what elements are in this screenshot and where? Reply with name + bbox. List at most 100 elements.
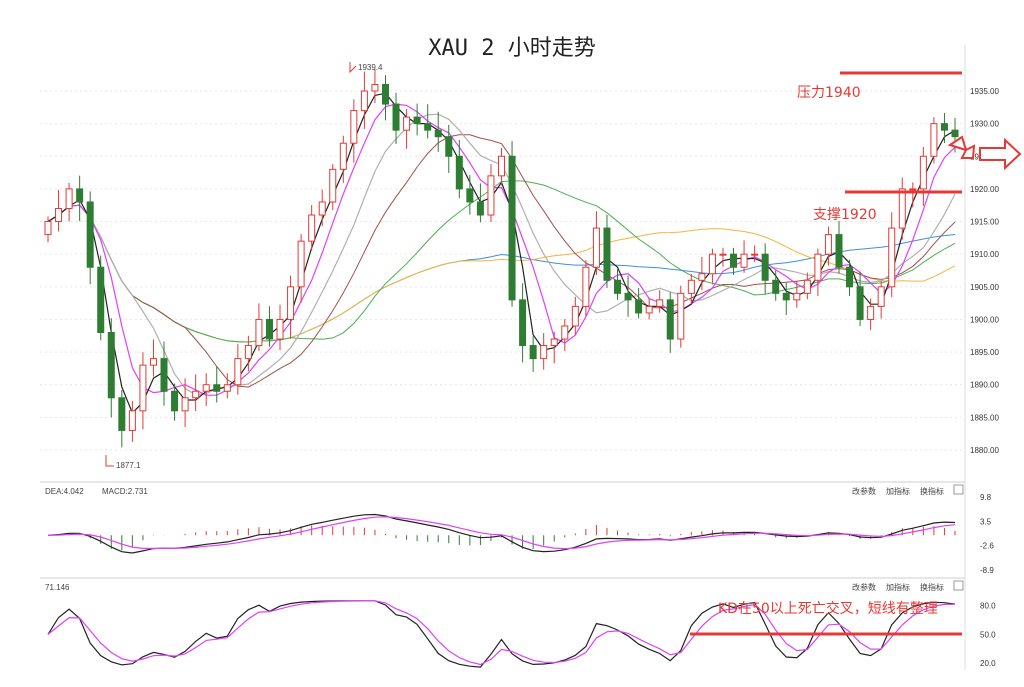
price-y-axis: 1935.001930.001925.001920.001915.001910.… [970,87,999,455]
resistance-label: 压力1940 [797,85,861,101]
high-marker: 1939.4 [358,63,383,72]
candle-body [919,155,927,190]
candle-body [909,188,917,191]
macd-tick-label: -2.6 [980,541,994,550]
candle-body [519,299,527,347]
macd-line [47,516,956,550]
candle-body [582,266,590,307]
candle-body [255,318,263,347]
macd-button-add[interactable]: 加指标 [886,486,910,496]
candle-body [44,221,52,236]
candle-body [139,364,147,412]
candle-body [76,188,84,203]
macd-button-params[interactable]: 改参数 [852,486,876,496]
candle-body [392,103,400,131]
price-tick-label: 1920.00 [970,185,999,194]
candle-body [149,358,157,366]
candle-body [751,253,759,256]
candle-body [677,292,685,340]
price-tick-label: 1885.00 [970,413,999,422]
candle-body [951,129,959,138]
kd-button-add[interactable]: 加指标 [886,582,910,592]
macd-legend-dea: DEA:4.042 [45,487,84,496]
candle-body [540,345,548,360]
candle-body [687,279,695,294]
chart-title: XAU 2 小时走势 [428,36,596,61]
candle-body [202,384,210,392]
macd-line [47,513,956,554]
candle-body [308,214,316,242]
macd-legend-macd: MACD:2.731 [102,487,148,496]
candle-body [107,332,115,399]
candle-body [65,188,73,209]
candle-body [603,227,611,281]
candle-body [455,155,463,190]
candle-body [761,253,769,281]
candle-body [730,253,738,268]
candle-body [498,155,505,177]
price-tick-label: 1890.00 [970,381,999,390]
candle-body [466,188,474,203]
arrow-icon [947,135,1022,171]
kd-annotation: KD在50以上死亡交叉，短线有整理 [718,600,938,617]
candle-body [824,234,832,255]
candle-body [234,358,242,386]
macd-tick-label: 3.5 [980,518,992,527]
candle-body [708,253,716,275]
candle-body [213,384,221,392]
candle-body [835,234,843,268]
kd-line [47,600,956,666]
candle-body [898,188,906,229]
candle-body [656,299,664,307]
candle-body [561,325,569,340]
candle-body [508,155,516,301]
candle-body [371,83,379,92]
candle-body [265,318,273,340]
candle-body [476,201,484,216]
candle-body [719,253,727,256]
price-panel [44,68,959,448]
macd-tick-label: -8.9 [980,566,994,575]
candle-body [86,201,94,268]
candle-body [318,201,326,216]
macd-close-icon[interactable] [953,484,964,495]
price-tick-label: 1915.00 [970,218,999,227]
candle-body [550,338,558,347]
kd-close-icon[interactable] [953,580,964,591]
candle-body [645,305,653,314]
candle-body [793,292,801,301]
candle-body [297,240,305,288]
candle-body [888,227,896,288]
price-tick-label: 1900.00 [970,315,999,324]
candle-body [782,292,790,301]
kd-button-params[interactable]: 改参数 [852,582,876,592]
macd-panel: 9.8 3.5 -2.6 -8.9 [47,493,994,575]
macd-button-switch[interactable]: 换指标 [920,486,944,496]
candle-body [529,345,537,360]
candle-body [445,136,453,157]
price-tick-label: 1895.00 [970,348,999,357]
kd-button-switch[interactable]: 换指标 [920,582,944,592]
candle-body [592,227,600,268]
candle-body [877,286,885,307]
moving-average-line [47,134,956,388]
price-tick-label: 1930.00 [970,120,999,129]
candle-body [424,123,432,131]
moving-average-line [47,103,956,396]
candle-body [403,116,411,131]
candle-body [128,410,136,431]
candle-body [666,299,674,340]
candle-body [381,83,389,105]
support-label: 支撑1920 [813,207,877,223]
price-tick-label: 1935.00 [970,87,999,96]
candle-body [803,279,811,294]
candle-body [55,207,63,223]
candle-body [487,175,495,216]
candle-body [413,116,421,125]
candle-body [571,305,579,327]
candle-body [614,279,622,294]
candle-body [434,129,442,138]
candle-body [772,279,780,294]
candle-body [867,305,875,320]
